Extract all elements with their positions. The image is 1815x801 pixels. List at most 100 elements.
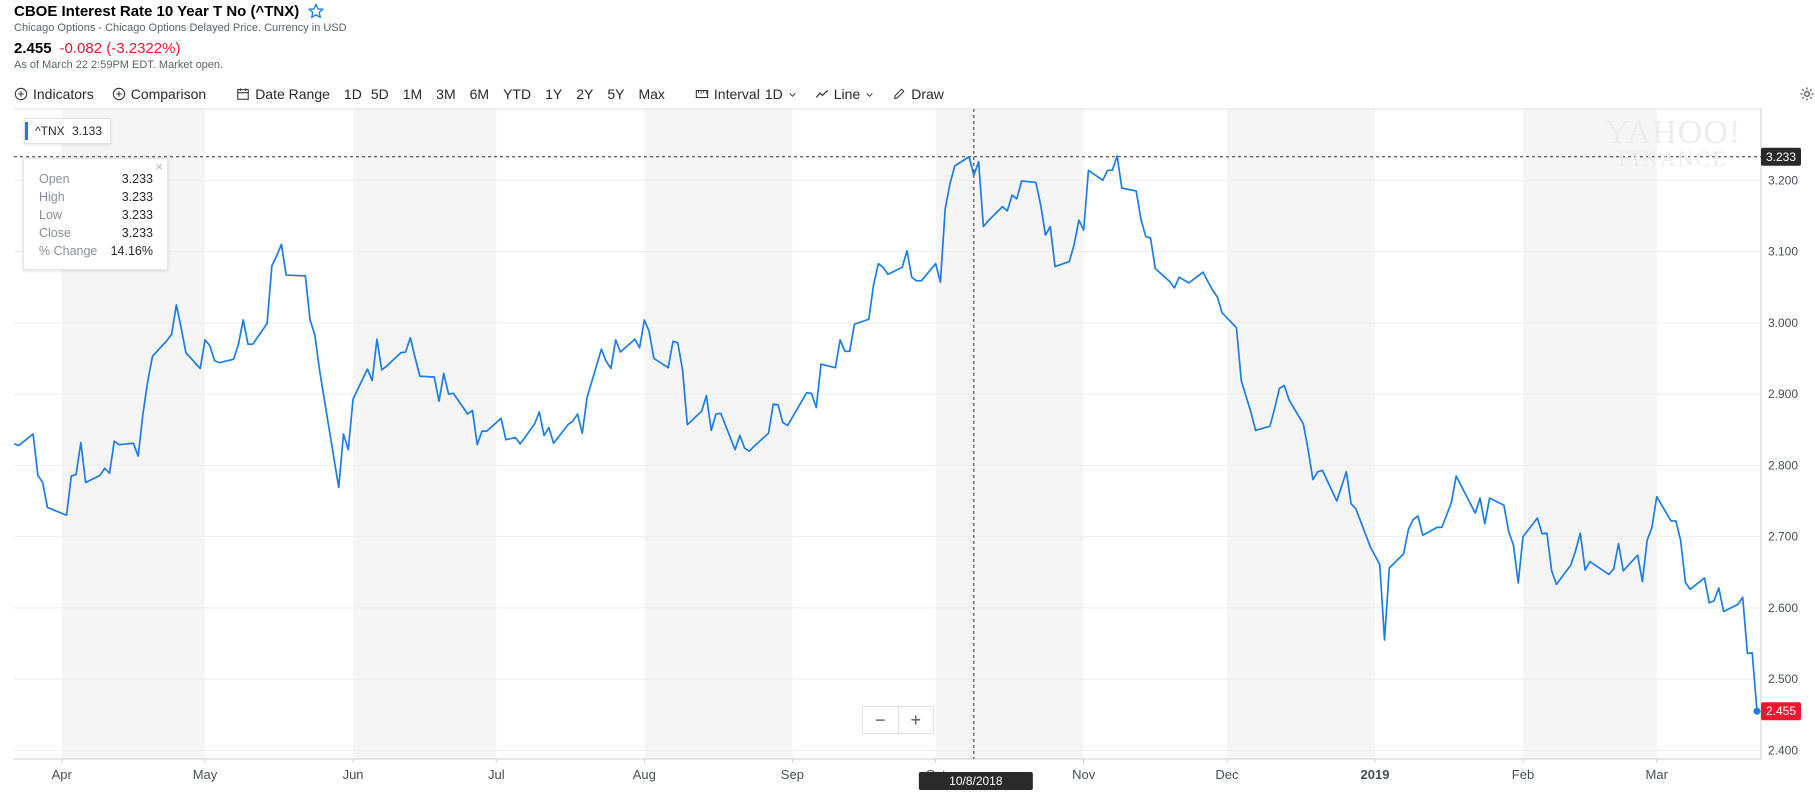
chart-toolbar: Indicators Comparison Date Range 1D 5D 1… — [14, 84, 1815, 104]
gear-icon[interactable] — [1799, 86, 1815, 102]
indicators-label: Indicators — [33, 86, 94, 102]
x-tick-label: Nov — [1072, 767, 1096, 782]
x-tick-label: Sep — [781, 767, 804, 782]
month-band — [1226, 109, 1375, 759]
zoom-controls: − + — [862, 706, 934, 734]
chevron-down-icon — [789, 92, 796, 97]
month-band — [644, 109, 793, 759]
x-tick-label: Dec — [1215, 767, 1239, 782]
date-range-label: Date Range — [255, 86, 330, 102]
tooltip-value: 3.233 — [121, 172, 153, 186]
interval-value: 1D — [764, 86, 783, 102]
range-6m[interactable]: 6M — [469, 86, 490, 102]
chart-type-label: Line — [833, 86, 861, 102]
last-price-label: 2.455 — [1766, 704, 1796, 718]
tooltip-value: 3.233 — [121, 190, 153, 204]
chart-type-button[interactable]: Line — [815, 86, 874, 102]
series-line — [13, 155, 1758, 712]
x-axis-ticks: AprMayJunJulAugSepOctNovDec2019FebMar — [52, 759, 1669, 782]
range-2y[interactable]: 2Y — [576, 86, 594, 102]
x-tick-label: Apr — [52, 767, 73, 782]
y-tick-label: 3.100 — [1768, 245, 1798, 259]
series-legend[interactable]: ^TNX 3.133 — [24, 118, 112, 144]
plus-circle-icon — [14, 87, 28, 101]
tooltip-row-close: Close 3.233 — [24, 224, 167, 242]
tooltip-label: % Change — [39, 244, 98, 258]
range-5d[interactable]: 5D — [370, 86, 389, 102]
y-tick-label: 2.500 — [1768, 672, 1798, 686]
crosshair-value-badge — [1761, 147, 1801, 166]
legend-value: 3.133 — [71, 124, 103, 138]
crosshair-value-label: 3.233 — [1766, 150, 1796, 164]
markers: 2.455 — [1753, 702, 1801, 721]
line-chart-icon — [815, 90, 828, 98]
tooltip-row-low: Low 3.233 — [24, 206, 167, 224]
x-tick-label: Feb — [1512, 767, 1534, 782]
x-tick-label: May — [193, 767, 218, 782]
star-icon[interactable] — [307, 2, 325, 20]
x-tick-label: Mar — [1646, 767, 1669, 782]
month-bands — [61, 109, 1657, 759]
range-1d[interactable]: 1D — [343, 86, 362, 102]
tooltip-row-change: % Change 14.16% — [24, 242, 167, 260]
ohlc-tooltip: × Open 3.233 High 3.233 Low 3.233 Close 3.23… — [23, 158, 168, 270]
chevron-down-icon — [866, 92, 873, 97]
interval-label: Interval — [713, 86, 760, 102]
x-tick-label: Jul — [488, 767, 505, 782]
month-band — [935, 109, 1084, 759]
gridlines — [14, 179, 1761, 751]
indicators-button[interactable]: Indicators — [14, 86, 94, 102]
range-5y[interactable]: 5Y — [607, 86, 625, 102]
interval-button[interactable]: Interval 1D — [695, 86, 797, 102]
date-range-button[interactable]: Date Range — [236, 86, 330, 102]
tooltip-label: Close — [39, 226, 71, 240]
draw-label: Draw — [911, 86, 944, 102]
x-tick-label: Aug — [633, 767, 656, 782]
quote-header: CBOE Interest Rate 10 Year T No (^TNX) C… — [14, 2, 347, 72]
quote-price: 2.455 — [14, 40, 52, 57]
legend-symbol: ^TNX — [35, 124, 65, 138]
zoom-in-button[interactable]: + — [910, 709, 921, 730]
y-tick-label: 3.200 — [1768, 173, 1798, 187]
month-band — [1523, 109, 1657, 759]
last-price-badge — [1761, 702, 1801, 721]
watermark-line1: YAHOO! — [1604, 114, 1742, 151]
x-tick-label: 2019 — [1361, 767, 1390, 782]
comparison-button[interactable]: Comparison — [112, 86, 206, 102]
range-max[interactable]: Max — [638, 86, 665, 102]
tooltip-row-open: Open 3.233 — [24, 170, 167, 188]
comparison-label: Comparison — [130, 86, 207, 102]
yahoo-finance-watermark: YAHOO! FINANCE — [1603, 114, 1743, 171]
crosshair-date-label: 10/8/2018 — [949, 774, 1003, 788]
ruler-icon — [695, 89, 709, 99]
tooltip-label: High — [39, 190, 65, 204]
draw-button[interactable]: Draw — [892, 86, 944, 102]
close-icon[interactable]: × — [155, 159, 163, 174]
y-tick-label: 2.600 — [1768, 601, 1798, 615]
x-tick-label: Jun — [343, 767, 364, 782]
range-1y[interactable]: 1Y — [545, 86, 563, 102]
tooltip-value: 3.233 — [121, 208, 153, 222]
pencil-icon — [894, 88, 905, 99]
quote-subtitle: Chicago Options - Chicago Options Delaye… — [14, 22, 347, 34]
calendar-icon — [237, 88, 249, 100]
range-ytd[interactable]: YTD — [503, 86, 532, 102]
watermark-line2: FINANCE — [1618, 145, 1728, 171]
y-tick-label: 2.700 — [1768, 530, 1798, 544]
y-tick-label: 2.400 — [1768, 743, 1798, 757]
zoom-out-button[interactable]: − — [863, 707, 899, 733]
y-tick-label: 2.800 — [1768, 458, 1798, 472]
quote-title: CBOE Interest Rate 10 Year T No (^TNX) — [14, 2, 300, 20]
range-1m[interactable]: 1M — [402, 86, 423, 102]
tooltip-value: 14.16% — [110, 244, 153, 258]
tooltip-label: Open — [39, 172, 70, 186]
y-tick-label: 3.000 — [1768, 316, 1798, 330]
tooltip-value: 3.233 — [121, 226, 153, 240]
month-band — [353, 109, 497, 759]
tooltip-label: Low — [39, 208, 62, 222]
plus-circle-icon — [112, 87, 125, 101]
y-axis-ticks: 3.200 3.100 3.000 2.900 2.800 2.700 2.600 2.500… — [1768, 173, 1798, 757]
quote-change: -0.082 (-3.2322%) — [59, 40, 181, 57]
range-3m[interactable]: 3M — [436, 86, 456, 102]
